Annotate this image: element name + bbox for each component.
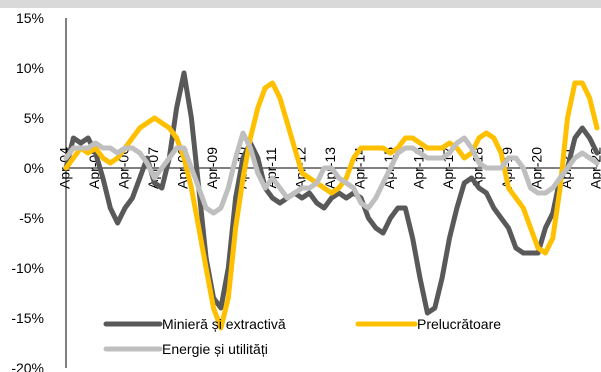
legend: Minieră și extractivă Prelucrătoare Energi… bbox=[106, 316, 501, 357]
y-tick-label: -5% bbox=[19, 210, 44, 226]
top-band bbox=[0, 0, 601, 8]
legend-label: Prelucrătoare bbox=[417, 316, 501, 332]
y-tick-label: 10% bbox=[16, 60, 44, 76]
series-line-prelucratoare bbox=[66, 83, 597, 328]
y-tick-label: -15% bbox=[11, 310, 44, 326]
y-tick-label: 15% bbox=[16, 10, 44, 26]
legend-label: Minieră și extractivă bbox=[162, 316, 286, 332]
y-tick-label: -20% bbox=[11, 360, 44, 372]
legend-label: Energie și utilități bbox=[162, 341, 268, 357]
y-tick-label: -10% bbox=[11, 260, 44, 276]
y-tick-label: 5% bbox=[24, 110, 44, 126]
y-tick-label: 0% bbox=[24, 160, 44, 176]
